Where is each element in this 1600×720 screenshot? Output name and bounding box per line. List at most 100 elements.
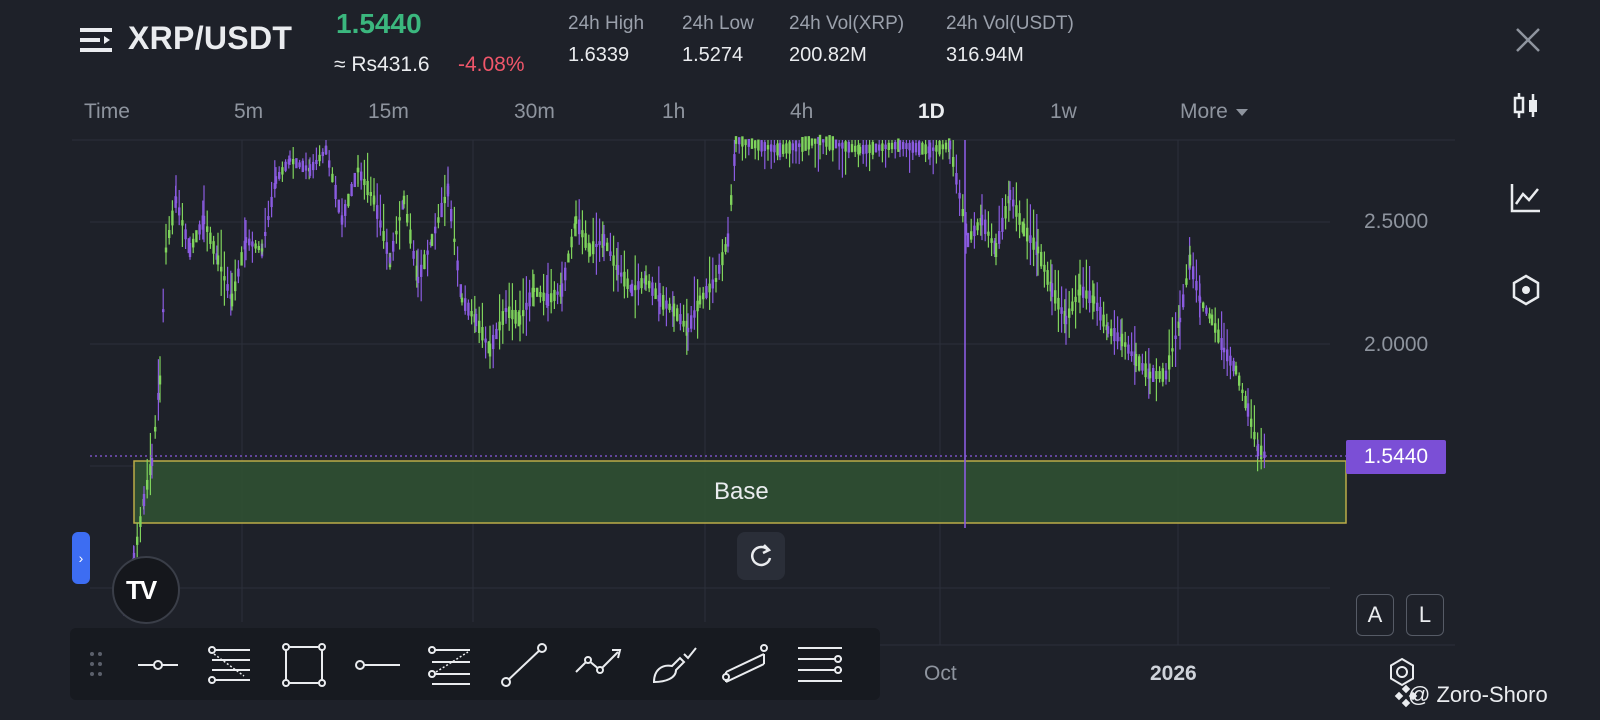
tab-5m[interactable]: 5m xyxy=(234,100,264,123)
candle-body xyxy=(984,219,987,235)
alert-button[interactable]: A xyxy=(1356,594,1394,636)
settings-icon[interactable] xyxy=(1386,656,1418,688)
tab-1d[interactable]: 1D xyxy=(918,100,945,123)
fib-extension-icon[interactable] xyxy=(424,642,476,688)
candle-body xyxy=(868,144,871,153)
candle-body xyxy=(814,138,817,144)
tradingview-logo[interactable]: TV xyxy=(112,556,180,624)
tab-1w[interactable]: 1w xyxy=(1050,100,1077,123)
candle-body xyxy=(1168,355,1171,370)
candle-body xyxy=(817,136,820,144)
candle-body xyxy=(1144,363,1147,378)
candle-body xyxy=(1182,294,1185,308)
candle-body xyxy=(474,313,478,327)
candle-body xyxy=(260,248,264,252)
path-icon[interactable] xyxy=(572,642,624,688)
candle-body xyxy=(511,309,514,320)
candle-body xyxy=(921,142,924,155)
tab-30m[interactable]: 30m xyxy=(514,100,555,123)
candle-body xyxy=(188,242,192,258)
rectangle-icon[interactable] xyxy=(278,642,330,688)
pair-title[interactable]: XRP/USDT xyxy=(128,20,293,56)
candle-body xyxy=(453,238,456,242)
log-scale-button[interactable]: L xyxy=(1406,594,1444,636)
candle-body xyxy=(1050,283,1054,297)
reset-chart-button[interactable] xyxy=(737,532,785,580)
candle-body xyxy=(609,251,612,257)
stat-label: 24h Vol(XRP) xyxy=(789,13,905,34)
candle-body xyxy=(212,241,215,254)
candle-body xyxy=(676,308,679,321)
menu-icon[interactable] xyxy=(80,24,112,56)
candle-body xyxy=(184,229,187,240)
candle-body xyxy=(525,302,528,310)
candle-body xyxy=(612,255,615,266)
candle-body xyxy=(254,243,257,249)
candle-body xyxy=(854,145,857,152)
candle-body xyxy=(898,140,902,150)
candle-body xyxy=(395,230,398,235)
candle-body xyxy=(376,205,379,219)
fib-retracement-icon[interactable] xyxy=(204,642,256,688)
candle-body xyxy=(244,237,248,243)
candle-body xyxy=(871,142,874,155)
horizontal-ray-icon[interactable] xyxy=(132,642,184,688)
stat-value: 1.5274 xyxy=(682,44,744,66)
tab-15m[interactable]: 15m xyxy=(368,100,409,123)
candle-body xyxy=(1164,370,1168,380)
candle-body xyxy=(264,231,267,237)
candle-body xyxy=(392,240,395,252)
candle-body xyxy=(501,311,504,325)
candle-body xyxy=(1054,290,1057,304)
tab-4h[interactable]: 4h xyxy=(790,100,814,123)
candle-body xyxy=(578,219,581,235)
close-icon[interactable] xyxy=(1512,24,1544,56)
horizontal-line-icon[interactable] xyxy=(352,642,404,688)
more-tools-icon[interactable] xyxy=(794,642,846,688)
candle-body xyxy=(932,147,935,151)
candle-body xyxy=(1174,335,1177,340)
candle-body xyxy=(443,196,446,204)
tab-1h[interactable]: 1h xyxy=(662,100,686,123)
brush-icon[interactable] xyxy=(646,642,698,688)
candlestick-icon[interactable] xyxy=(1508,88,1544,124)
candle-body xyxy=(822,139,825,143)
candle-body xyxy=(344,204,347,216)
reset-icon xyxy=(750,544,772,567)
candle-body xyxy=(924,144,927,155)
candle-body xyxy=(402,195,406,205)
indicator-icon[interactable] xyxy=(1508,180,1544,216)
candle-body xyxy=(1217,329,1220,343)
candle-body xyxy=(508,306,511,319)
candle-body xyxy=(536,287,539,297)
candle-body xyxy=(198,224,201,235)
side-panel-handle[interactable]: › xyxy=(72,532,90,584)
candle-body xyxy=(788,141,791,154)
candle-body xyxy=(328,160,331,168)
tab-more[interactable]: More xyxy=(1180,100,1248,124)
candle-body xyxy=(531,287,534,298)
candle-body xyxy=(356,168,360,172)
candle-body xyxy=(542,292,545,302)
candle-body xyxy=(938,140,941,155)
candle-body xyxy=(456,260,459,271)
candle-body xyxy=(388,257,392,263)
hex-icon[interactable] xyxy=(1508,272,1544,308)
drag-grip-icon[interactable] xyxy=(88,650,104,678)
candle-body xyxy=(220,266,223,272)
parallel-channel-icon[interactable] xyxy=(720,642,772,688)
candle-body xyxy=(174,196,178,204)
tab-time[interactable]: Time xyxy=(84,100,130,123)
candle-body xyxy=(206,226,209,232)
trend-line-icon[interactable] xyxy=(498,642,550,688)
candle-body xyxy=(1110,328,1113,337)
candle-body xyxy=(1185,278,1188,285)
candle-body xyxy=(825,136,828,147)
candle-body xyxy=(1015,205,1018,217)
base-zone[interactable] xyxy=(133,460,1347,524)
candle-body xyxy=(237,268,240,277)
candle-body xyxy=(726,233,730,247)
candle-body xyxy=(154,426,157,432)
candle-body xyxy=(884,144,887,150)
